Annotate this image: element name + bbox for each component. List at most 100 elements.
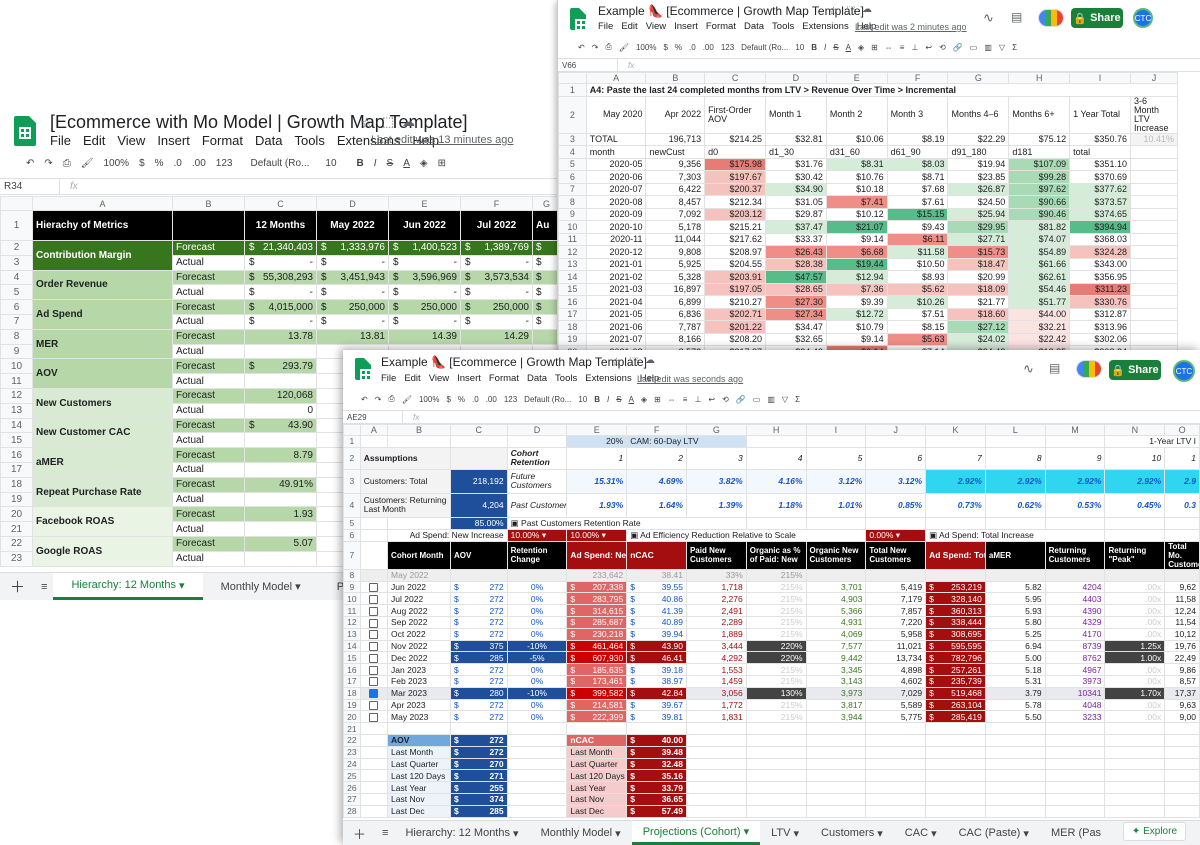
total-increase-value[interactable]: 0.00% ▾ <box>865 528 927 542</box>
ltv-cell[interactable]: $29.95 <box>947 220 1010 234</box>
ltv-cell[interactable]: $26.43 <box>765 245 827 259</box>
label-actual[interactable]: Actual <box>172 402 245 419</box>
menu-extensions[interactable]: Extensions <box>585 373 632 384</box>
organic-new-customers[interactable]: 3,143 <box>805 674 867 688</box>
row-number[interactable]: 17 <box>0 461 33 478</box>
ltv-cell[interactable]: 2020-10 <box>585 220 647 234</box>
ltv-cell[interactable]: $351.10 <box>1069 157 1131 171</box>
font-select[interactable]: Default (Ro... <box>250 158 310 169</box>
aov-summary-value[interactable]: $272 <box>449 733 508 747</box>
organic-pct[interactable]: 215% <box>745 604 807 617</box>
cell-aug-forecast[interactable] <box>532 328 560 345</box>
paid-new-customers[interactable]: 2,276 <box>685 592 747 606</box>
row-number[interactable]: 11 <box>558 232 587 246</box>
label-actual[interactable]: Actual <box>172 461 245 478</box>
move-icon[interactable]: ⬚ <box>629 356 639 367</box>
bold-button[interactable]: B <box>811 42 817 52</box>
organic-pct[interactable]: 220% <box>745 651 807 665</box>
ncac[interactable]: $39.18 <box>626 663 687 676</box>
cohort-month-number[interactable]: 1 <box>566 446 628 470</box>
cell-12-months-actual[interactable] <box>244 343 317 360</box>
cell-month-actual[interactable]: $ - <box>460 313 533 330</box>
ncac-summary-label[interactable]: Last Month <box>566 745 628 759</box>
cell[interactable] <box>1129 157 1179 171</box>
menu-tools[interactable]: Tools <box>772 21 795 32</box>
past-retention-pct[interactable]: 0.3 <box>1164 492 1200 518</box>
col-header[interactable]: M <box>1044 424 1106 436</box>
explore-button[interactable]: ✦ Explore <box>1122 822 1186 841</box>
aov[interactable]: $285 <box>449 651 508 665</box>
move-icon[interactable]: ⬚ <box>382 114 395 129</box>
row-number[interactable]: 3 <box>558 132 587 146</box>
col-header[interactable]: B <box>172 196 245 211</box>
ltv-cell[interactable]: $15.73 <box>947 245 1010 259</box>
cell-month-actual[interactable]: $ - <box>316 313 389 330</box>
link-icon[interactable]: 🔗 <box>735 394 746 404</box>
ad-spend-new[interactable]: $607,930 <box>566 651 628 665</box>
row-number[interactable]: 17 <box>558 307 587 321</box>
link-icon[interactable]: 🔗 <box>952 42 963 52</box>
row-number[interactable]: 7 <box>0 313 33 330</box>
print-icon[interactable]: ⎙ <box>388 394 395 403</box>
valign-icon[interactable]: ⊥ <box>911 42 919 52</box>
ltv-cell[interactable]: $27.30 <box>765 295 827 309</box>
ltv-cell[interactable]: $208.20 <box>704 332 766 346</box>
ltv-cell[interactable]: 9,808 <box>645 245 706 259</box>
retention-change[interactable]: -5% <box>506 651 568 665</box>
ltv-cell[interactable]: $107.09 <box>1008 157 1071 171</box>
customers-total-label[interactable]: Customers: Total <box>359 468 451 494</box>
col-header[interactable]: D <box>765 72 827 84</box>
ltv-cell[interactable]: $9.39 <box>825 295 888 309</box>
row-number[interactable]: 23 <box>0 550 33 567</box>
menu-edit[interactable]: Edit <box>82 133 106 148</box>
row-number[interactable]: 2 <box>558 95 587 134</box>
paid-new-customers[interactable]: 1,831 <box>685 710 747 724</box>
row-number[interactable]: 2 <box>343 446 361 470</box>
strikethrough-button[interactable]: S <box>833 42 839 52</box>
ncac-summary-value[interactable]: $36.65 <box>626 792 687 806</box>
cell-12-months-actual[interactable] <box>244 461 317 478</box>
cell-month-forecast[interactable]: $1,333,976 <box>316 240 389 256</box>
label-forecast[interactable]: Forecast <box>172 387 245 404</box>
ltv-cell[interactable]: $9.14 <box>825 232 888 246</box>
future-retention-pct[interactable]: 3.12% <box>805 468 867 494</box>
retention-change[interactable]: 0% <box>506 663 568 676</box>
cell-month-actual[interactable]: $ - <box>460 254 533 271</box>
ltv-cell[interactable]: $30.42 <box>765 170 827 184</box>
metric-fb[interactable]: Facebook ROAS <box>32 506 173 537</box>
row-number[interactable]: 7 <box>343 540 361 570</box>
ltv-cell[interactable]: 2021-01 <box>585 257 647 271</box>
aov[interactable]: $375 <box>449 639 508 653</box>
ltv-cell[interactable]: $12.72 <box>825 307 888 321</box>
borders-icon[interactable]: ⊞ <box>871 42 878 52</box>
ad-spend-total[interactable]: $263,104 <box>925 698 986 712</box>
ltv-cell[interactable]: $81.82 <box>1008 220 1071 234</box>
col-header[interactable]: J <box>865 424 927 436</box>
row-number[interactable]: 21 <box>0 521 33 537</box>
paste-note[interactable]: A4: Paste the last 24 completed months f… <box>585 83 1179 97</box>
star-icon[interactable]: ☆ <box>828 4 839 18</box>
ad-spend-new[interactable]: $222,399 <box>566 710 628 724</box>
future-retention-pct[interactable]: 4.16% <box>745 468 807 494</box>
retention-change[interactable]: -10% <box>506 639 568 653</box>
row-number[interactable]: 4 <box>0 269 33 286</box>
menu-format[interactable]: Format <box>488 373 519 384</box>
ltv-cell[interactable]: 8,166 <box>645 332 706 346</box>
ltv-cell[interactable]: $197.67 <box>704 170 766 184</box>
ltv-cell[interactable]: $21.77 <box>947 295 1010 309</box>
total-new-customers[interactable]: 5,589 <box>865 698 927 712</box>
returning-customers[interactable]: 4967 <box>1044 663 1106 676</box>
ltv-cell[interactable]: $51.77 <box>1008 295 1071 309</box>
ltv-cell[interactable]: 2020-05 <box>585 157 647 171</box>
cell-month-actual[interactable]: $ - <box>388 284 461 301</box>
cohort-month-number[interactable]: 2 <box>626 446 687 470</box>
ad-spend-total[interactable]: $338,444 <box>925 615 986 629</box>
percent-button[interactable]: % <box>674 42 683 52</box>
cohort-month-number[interactable]: 8 <box>984 446 1046 470</box>
redo-icon[interactable]: ↷ <box>374 394 382 404</box>
label-forecast[interactable]: Forecast <box>172 506 245 523</box>
cell-aug-forecast[interactable]: $ <box>532 240 560 256</box>
ltv-cell[interactable]: $99.28 <box>1008 170 1071 184</box>
menu-view[interactable]: View <box>645 21 667 32</box>
cell-month-forecast[interactable]: $1,389,769 <box>460 240 533 256</box>
